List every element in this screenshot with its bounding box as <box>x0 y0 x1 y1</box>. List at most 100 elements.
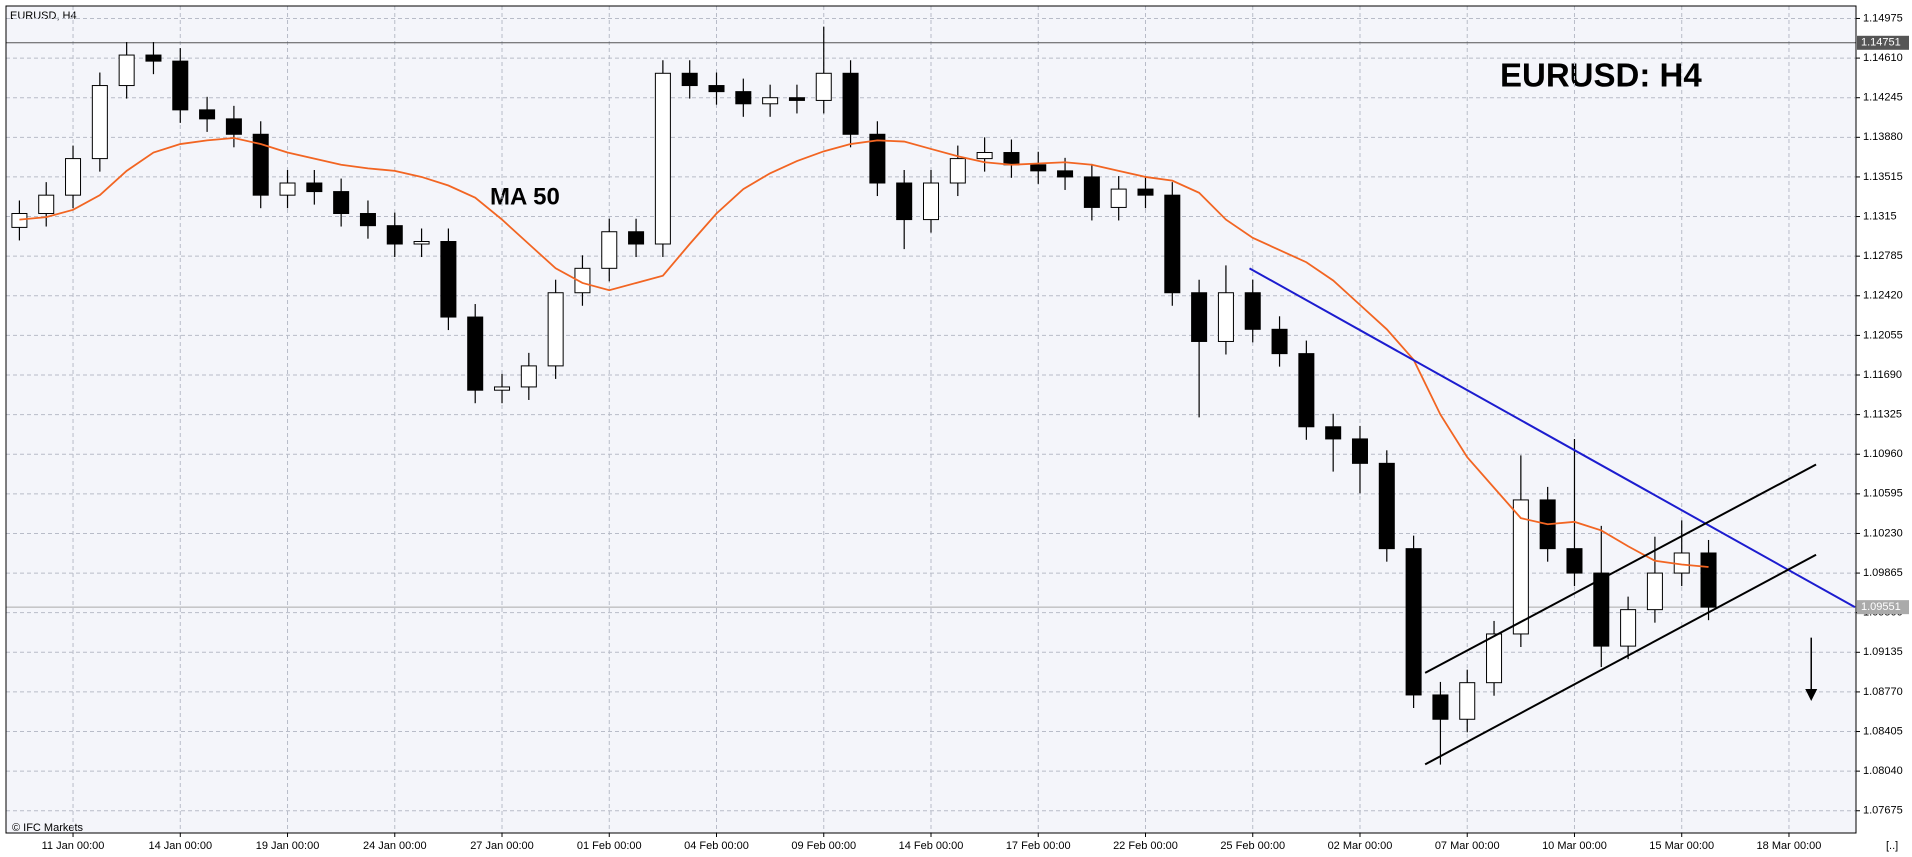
plot-frame <box>5 5 1857 834</box>
candle-body <box>118 54 135 87</box>
candle-body <box>1298 353 1315 428</box>
y-tick-label: 1.10230 <box>1863 527 1903 539</box>
candle-body <box>869 133 886 184</box>
x-tick-label: 01 Feb 00:00 <box>577 840 642 852</box>
candle-body <box>681 72 698 87</box>
y-tick-label: 1.14245 <box>1863 92 1903 104</box>
y-tick-label: 1.11690 <box>1863 369 1902 381</box>
chart-title: EURUSD: H4 <box>1500 57 1702 94</box>
y-tick-label: 1.12420 <box>1863 290 1903 302</box>
candle-body <box>654 72 671 245</box>
candle-body <box>1271 328 1288 355</box>
candle-body <box>949 158 966 184</box>
candle-body <box>601 231 618 269</box>
price-label: 1.09551 <box>1861 601 1901 613</box>
candle-body <box>65 158 82 196</box>
y-tick-label: 1.09135 <box>1863 646 1903 658</box>
y-tick-label: 1.08405 <box>1863 725 1903 737</box>
price-label-box <box>1857 600 1909 615</box>
candle-body <box>1110 188 1127 208</box>
candle-body <box>735 91 752 105</box>
candle-body <box>494 386 511 391</box>
candle-body <box>199 109 216 120</box>
candle-body <box>1620 609 1637 647</box>
candle-body <box>1351 438 1368 464</box>
candle-body <box>172 60 189 111</box>
candle-body <box>1191 292 1208 342</box>
candle-body <box>145 54 162 62</box>
y-tick-label: 1.09865 <box>1863 567 1903 579</box>
price-label: 1.14751 <box>1861 37 1901 49</box>
x-tick-label: 25 Feb 00:00 <box>1220 840 1285 852</box>
corner-label: [..] <box>1886 840 1898 852</box>
candle-body <box>1003 152 1020 166</box>
y-tick-label: 1.1315 <box>1863 210 1897 222</box>
candle-body <box>38 194 55 215</box>
candle-body <box>225 118 242 135</box>
y-tick-label: 1.10595 <box>1863 488 1903 500</box>
moving-average <box>19 137 1709 568</box>
y-tick-label: 1.12055 <box>1863 329 1903 341</box>
y-tick-label: 1.10960 <box>1863 448 1903 460</box>
candle-body <box>306 182 323 193</box>
arrow-head <box>1805 689 1818 702</box>
x-tick-label: 09 Feb 00:00 <box>791 840 856 852</box>
x-tick-label: 15 Mar 00:00 <box>1649 840 1714 852</box>
candle-body <box>1378 462 1395 550</box>
candle-body <box>1432 694 1449 720</box>
ma-annotation: MA 50 <box>490 183 560 210</box>
candle-body <box>386 225 403 245</box>
candle-body <box>1405 548 1422 696</box>
trend-line <box>1249 267 1856 609</box>
x-tick-label: 07 Mar 00:00 <box>1435 840 1500 852</box>
candle-body <box>1244 292 1261 330</box>
candle-body <box>547 292 564 367</box>
candle-body <box>1083 176 1100 208</box>
candle-body <box>1217 292 1234 342</box>
x-tick-label: 10 Mar 00:00 <box>1542 840 1607 852</box>
candle-body <box>1137 188 1154 196</box>
y-tick-label: 1.07675 <box>1863 805 1903 817</box>
candle-body <box>252 133 269 196</box>
candle-body <box>1512 499 1529 635</box>
y-tick-label: 1.13515 <box>1863 171 1903 183</box>
candle-body <box>628 231 645 245</box>
price-label-box <box>1857 35 1909 50</box>
candle-body <box>1700 552 1717 608</box>
x-tick-label: 02 Mar 00:00 <box>1328 840 1393 852</box>
candle-body <box>1164 194 1181 294</box>
y-tick-label: 1.14610 <box>1863 52 1903 64</box>
candle-body <box>842 72 859 135</box>
candle-body <box>896 182 913 221</box>
candle-body <box>574 267 591 294</box>
x-tick-label: 24 Jan 00:00 <box>363 840 427 852</box>
x-tick-label: 14 Feb 00:00 <box>899 840 964 852</box>
candle-body <box>279 182 296 196</box>
candle-body <box>922 182 940 221</box>
y-tick-label: 1.08040 <box>1863 765 1903 777</box>
candle-body <box>359 213 376 227</box>
candle-body <box>413 241 430 245</box>
candle-body <box>467 316 484 391</box>
candle-body <box>788 97 805 101</box>
x-tick-label: 04 Feb 00:00 <box>684 840 749 852</box>
candle-body <box>1030 164 1047 172</box>
x-tick-label: 17 Feb 00:00 <box>1006 840 1071 852</box>
y-tick-label: 1.12785 <box>1863 250 1903 262</box>
x-tick-label: 22 Feb 00:00 <box>1113 840 1178 852</box>
candle-body <box>1593 572 1610 647</box>
candle-body <box>1459 682 1476 720</box>
copyright: © IFC Markets <box>12 822 84 834</box>
x-tick-label: 14 Jan 00:00 <box>148 840 212 852</box>
candle-body <box>1057 170 1074 178</box>
y-tick-label: 1.11325 <box>1863 409 1902 421</box>
candle-body <box>762 97 779 105</box>
x-tick-label: 11 Jan 00:00 <box>42 840 105 852</box>
candle-body <box>1566 548 1583 574</box>
symbol-label: EURUSD, H4 <box>10 10 77 22</box>
trend-line <box>1424 553 1817 766</box>
x-tick-label: 27 Jan 00:00 <box>470 840 534 852</box>
trend-line <box>1424 463 1817 674</box>
y-tick-label: 1.14975 <box>1863 12 1903 24</box>
